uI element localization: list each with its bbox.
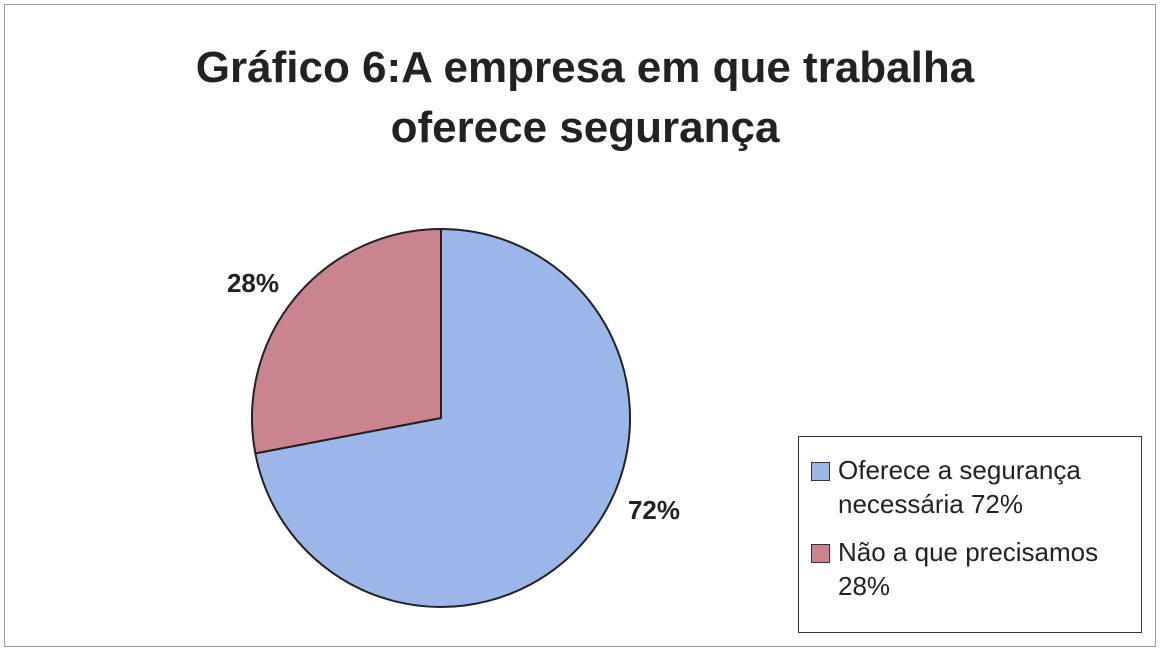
legend-item: Não a que precisamos 28% [811, 535, 1141, 603]
chart-frame [4, 4, 1156, 647]
legend: Oferece a segurança necessária 72% Não a … [798, 436, 1142, 633]
legend-label: Oferece a segurança necessária 72% [838, 455, 1081, 519]
pie-slice [254, 227, 631, 608]
data-label: 72% [628, 495, 680, 525]
legend-label: Não a que precisamos 28% [838, 537, 1099, 601]
legend-item: Oferece a segurança necessária 72% [811, 453, 1141, 521]
pie-slice [251, 227, 442, 455]
data-label: 28% [227, 268, 279, 298]
legend-swatch [811, 462, 830, 481]
legend-swatch [811, 544, 830, 563]
chart-title: Gráfico 6:A empresa em que trabalha ofer… [195, 43, 975, 152]
